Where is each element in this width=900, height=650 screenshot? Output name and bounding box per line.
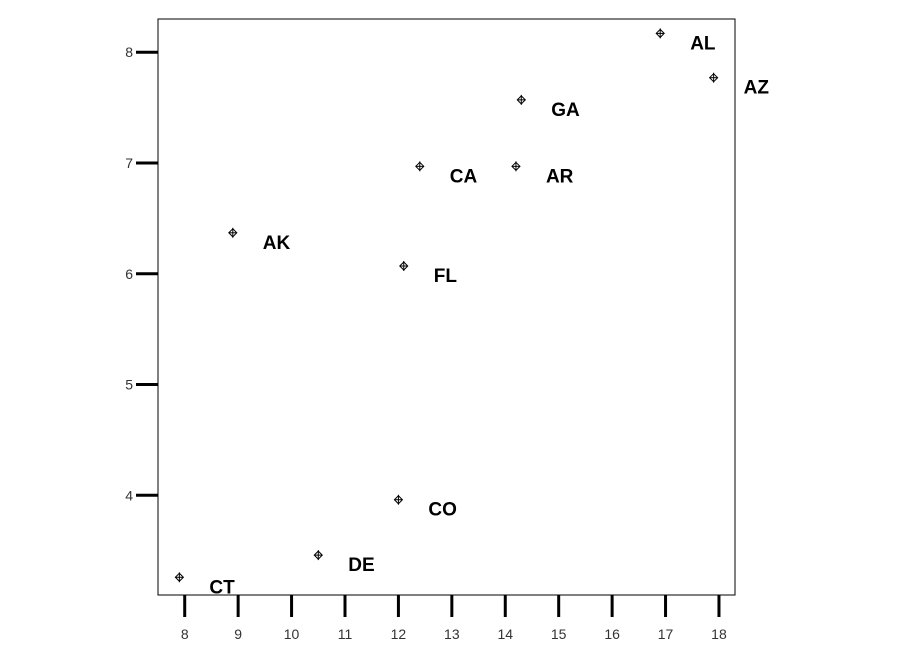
data-point-marker — [516, 94, 527, 105]
x-tick-label: 17 — [658, 626, 674, 642]
x-tick-label: 11 — [338, 626, 353, 642]
point-label: AZ — [744, 78, 770, 99]
data-point-marker — [655, 28, 665, 39]
point-label: AK — [263, 233, 291, 254]
data-point-marker — [708, 72, 719, 83]
point-label: AL — [690, 33, 716, 54]
point-label: CT — [209, 577, 235, 598]
data-point-marker — [174, 572, 185, 583]
x-tick-label: 14 — [497, 626, 513, 642]
point-label: FL — [434, 266, 458, 287]
data-point-marker — [511, 161, 521, 172]
point-labels: AL AZ GA CA AR AK FL CO DE CT — [209, 33, 769, 598]
x-tick-label: 16 — [604, 626, 620, 642]
point-label: AR — [546, 166, 574, 187]
x-tick-label: 18 — [711, 626, 727, 642]
data-point-marker — [228, 227, 238, 238]
x-tick-label: 10 — [284, 626, 300, 642]
y-tick-label: 6 — [125, 266, 133, 282]
x-tick-label: 13 — [444, 626, 460, 642]
plot-frame — [157, 18, 736, 596]
y-tick-label: 7 — [125, 155, 133, 171]
point-label: CA — [450, 166, 478, 187]
data-points — [174, 28, 719, 583]
y-tick-label: 4 — [125, 487, 133, 503]
y-tick-label: 8 — [125, 44, 133, 60]
x-tick-label: 15 — [551, 626, 567, 642]
x-tick-label: 12 — [391, 626, 407, 642]
data-point-marker — [399, 261, 409, 272]
y-tick-label: 5 — [125, 377, 133, 393]
point-label: CO — [428, 500, 457, 521]
x-tick-label: 9 — [234, 626, 242, 642]
point-label: GA — [551, 100, 580, 121]
data-point-marker — [313, 550, 323, 561]
x-tick-label: 8 — [181, 626, 189, 642]
data-point-marker — [415, 161, 425, 172]
x-axis: 8 9 10 11 12 13 14 15 16 17 18 — [181, 595, 727, 642]
point-label: DE — [348, 555, 374, 576]
data-point-marker — [393, 494, 404, 505]
y-axis: 4 5 6 7 8 — [125, 44, 158, 503]
